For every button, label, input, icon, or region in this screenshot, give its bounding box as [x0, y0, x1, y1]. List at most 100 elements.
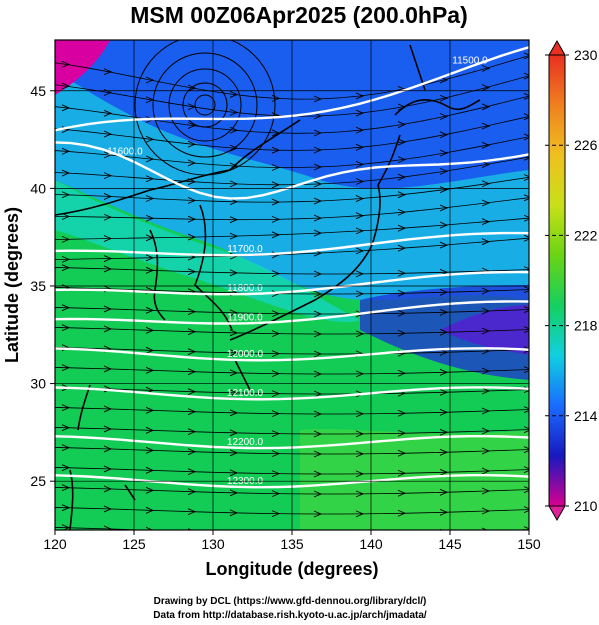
- stream-arrow: [271, 470, 281, 478]
- stream-arrow: [229, 216, 239, 224]
- stream-arrow: [103, 425, 113, 433]
- stream-arrow: [523, 92, 529, 100]
- stream-arrow: [313, 112, 323, 120]
- stream-arrow: [523, 306, 529, 314]
- stream-arrow: [313, 180, 323, 188]
- streamline: [55, 287, 529, 295]
- x-tick-label: 135: [280, 536, 304, 552]
- stream-arrow: [481, 199, 491, 207]
- stream-arrow: [481, 507, 491, 515]
- contour-label: 11800.0: [227, 283, 263, 294]
- stream-arrow: [61, 82, 71, 90]
- x-tick-label: 130: [201, 536, 225, 552]
- streamline: [55, 447, 529, 455]
- contour-label: 11900.0: [227, 312, 263, 323]
- stream-arrow: [313, 510, 323, 518]
- stream-arrow: [397, 244, 407, 252]
- stream-arrow: [481, 64, 491, 72]
- stream-arrow: [397, 121, 407, 128]
- colorbar-ticks: 230 226 222 218 214 210: [545, 47, 598, 514]
- stream-arrow: [187, 197, 197, 204]
- stream-arrow: [187, 328, 197, 336]
- stream-arrow: [61, 60, 71, 68]
- stream-arrow: [481, 141, 491, 149]
- stream-arrow: [61, 147, 71, 155]
- y-tick-label: 25: [30, 473, 46, 489]
- stream-arrow: [355, 430, 365, 438]
- stream-arrow: [481, 103, 491, 111]
- stream-arrow: [523, 406, 529, 414]
- x-tick-label: 125: [122, 536, 146, 552]
- stream-arrow: [271, 310, 281, 318]
- stream-arrow: [271, 215, 281, 223]
- credit-drawing: Drawing by DCL (https://www.gfd-dennou.o…: [154, 596, 427, 607]
- stream-arrow: [523, 234, 529, 242]
- stream-arrow: [313, 330, 323, 338]
- stream-arrow: [187, 368, 197, 376]
- stream-arrow: [145, 426, 155, 434]
- x-tick-label: 145: [438, 536, 462, 552]
- stream-arrow: [229, 232, 239, 240]
- streamline: [55, 367, 529, 375]
- stream-arrow: [439, 113, 449, 120]
- stream-arrow: [523, 466, 529, 474]
- streamline: [55, 55, 529, 100]
- stream-arrow: [103, 151, 113, 159]
- stream-arrow: [397, 509, 407, 517]
- stream-arrow: [397, 173, 407, 181]
- stream-arrow: [523, 326, 529, 334]
- stream-arrow: [439, 149, 449, 157]
- streamline: [55, 327, 529, 335]
- stream-arrow: [439, 368, 449, 376]
- colorbar-tick-label: 222: [574, 227, 598, 243]
- stream-arrow: [103, 235, 113, 242]
- stream-arrow: [187, 268, 197, 276]
- stream-arrow: [439, 94, 449, 102]
- streamline: [55, 387, 529, 395]
- stream-arrow: [355, 450, 365, 458]
- stream-arrow: [271, 231, 281, 239]
- stream-arrow: [355, 160, 365, 168]
- stream-arrow: [523, 366, 529, 374]
- stream-arrow: [355, 510, 365, 518]
- stream-arrow: [229, 449, 239, 457]
- stream-arrow: [229, 389, 239, 397]
- colorbar-tick-label: 218: [574, 318, 598, 334]
- stream-arrow: [481, 307, 491, 315]
- stream-arrow: [481, 427, 491, 435]
- stream-arrow: [271, 370, 281, 378]
- stream-arrow: [103, 325, 113, 333]
- stream-arrow: [523, 346, 529, 354]
- stream-arrow: [481, 287, 491, 295]
- contour-label: 12200.0: [227, 437, 264, 448]
- stream-arrow: [187, 233, 197, 241]
- stream-arrow: [145, 76, 155, 84]
- stream-arrow: [355, 370, 365, 378]
- stream-arrow: [145, 526, 154, 530]
- stream-arrow: [481, 161, 491, 168]
- stream-arrow: [355, 490, 365, 498]
- stream-arrow: [439, 468, 449, 476]
- stream-arrow: [61, 255, 71, 263]
- height-contour: [55, 347, 529, 362]
- stream-arrow: [397, 156, 407, 164]
- stream-arrow: [145, 366, 155, 374]
- stream-arrow: [355, 290, 365, 298]
- stream-arrow: [103, 405, 113, 413]
- stream-arrow: [187, 348, 197, 356]
- stream-arrow: [145, 346, 155, 354]
- stream-arrow: [397, 224, 407, 232]
- stream-arrow: [481, 84, 491, 92]
- stream-arrow: [313, 270, 323, 278]
- stream-arrow: [271, 410, 281, 418]
- stream-arrow: [187, 468, 197, 476]
- stream-arrow: [187, 408, 197, 416]
- stream-arrow: [313, 350, 323, 358]
- height-contour: [55, 386, 529, 401]
- stream-arrow: [439, 204, 449, 212]
- stream-arrow: [439, 428, 449, 436]
- streamline: [55, 407, 529, 415]
- stream-arrow: [439, 508, 449, 516]
- stream-arrow: [481, 327, 491, 335]
- stream-arrow: [481, 238, 491, 246]
